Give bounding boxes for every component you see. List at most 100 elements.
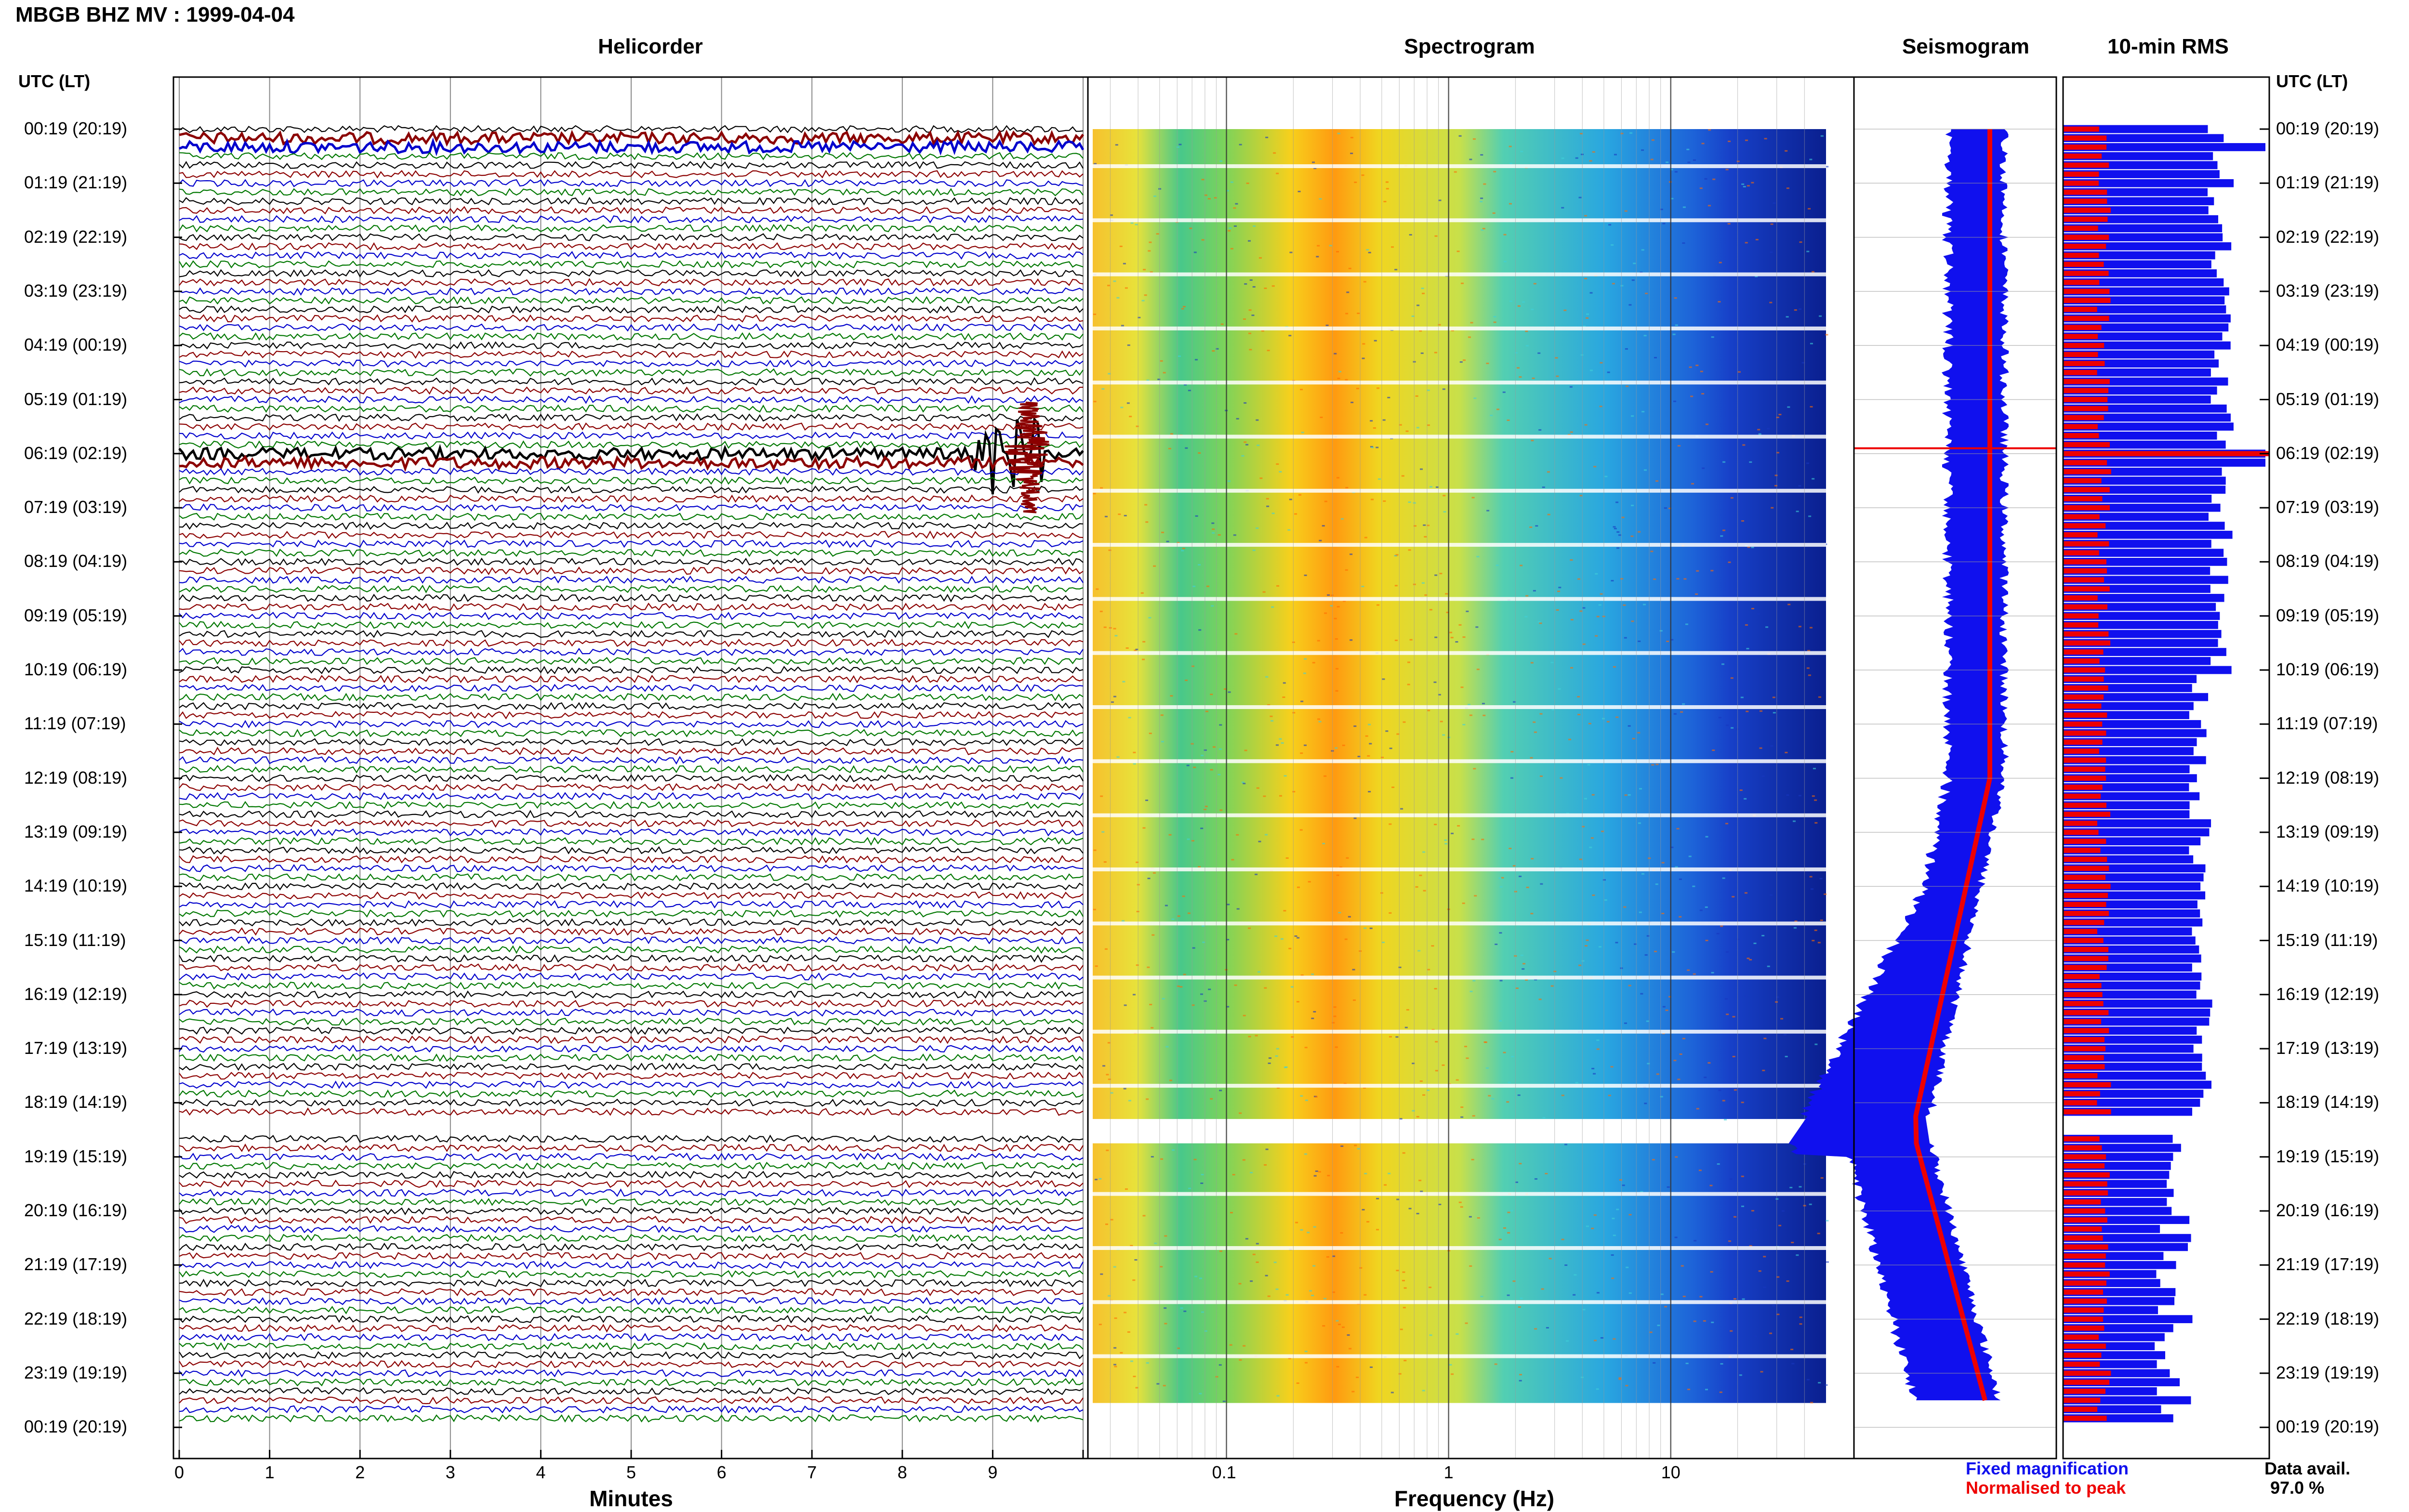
- spectrogram-speckle: [1271, 720, 1274, 722]
- spectrogram-speckle: [1093, 908, 1096, 910]
- spectrogram-speckle: [1757, 429, 1760, 431]
- helicorder-trace: [179, 999, 1084, 1008]
- spectrogram-speckle: [1140, 592, 1144, 594]
- spectrogram-speckle: [1640, 993, 1643, 995]
- spectrogram-speckle: [1220, 323, 1224, 325]
- spectrogram-speckle: [1151, 1027, 1154, 1029]
- spectrogram-speckle: [1655, 763, 1659, 765]
- time-label-right: 23:19 (19:19): [2276, 1362, 2380, 1382]
- spectrogram-speckle: [1556, 375, 1559, 377]
- spectrogram-speckle: [1153, 565, 1156, 567]
- helicorder-trace: [179, 1405, 1084, 1414]
- spectrogram-speckle: [1163, 1385, 1166, 1387]
- spectrogram-speckle: [1786, 1280, 1789, 1282]
- spectrogram-speckle: [1472, 138, 1476, 140]
- rms-bar-normalised: [2063, 271, 2109, 276]
- spectrogram-speckle: [1763, 1286, 1766, 1288]
- spectrogram-speckle: [1631, 415, 1634, 417]
- helicorder-trace: [179, 1188, 1084, 1197]
- spectrogram-speckle: [1224, 688, 1227, 690]
- spectrogram-speckle: [1201, 925, 1204, 927]
- rms-bar-normalised: [2063, 126, 2099, 132]
- spectrogram-speckle: [1718, 1090, 1721, 1091]
- spectrogram-speckle: [1770, 251, 1773, 253]
- helicorder-trace: [179, 1071, 1084, 1080]
- spectrogram-speckle: [1304, 1351, 1308, 1353]
- spectrogram-speckle: [1457, 825, 1460, 827]
- spectrogram-speckle: [1495, 943, 1498, 945]
- spectrogram-speckle: [1391, 786, 1395, 788]
- spectrogram-speckle: [1100, 1273, 1103, 1275]
- spectrogram-speckle: [1510, 777, 1513, 779]
- spectrogram-speckle: [1146, 1098, 1149, 1100]
- rms-bar-normalised: [2063, 1163, 2105, 1169]
- spectrogram-speckle: [1104, 948, 1108, 950]
- spectrogram-speckle: [1356, 1377, 1359, 1379]
- spectrogram-speckle: [1389, 912, 1392, 914]
- spectrogram-speckle: [1113, 696, 1116, 697]
- spectrogram-speckle: [1211, 522, 1215, 524]
- spectrogram-speckle: [1493, 321, 1496, 323]
- spectrogram-speckle: [1533, 283, 1536, 285]
- spectrogram-speckle: [1257, 445, 1260, 447]
- spectrogram-speckle: [1296, 1001, 1299, 1003]
- spectrogram-speckle: [1106, 1149, 1109, 1151]
- spectrogram-speckle: [1176, 146, 1179, 148]
- spectrogram-speckle: [1125, 647, 1129, 649]
- spectrogram-speckle: [1317, 718, 1321, 720]
- rms-bar-normalised: [2063, 920, 2105, 925]
- spectrogram-speckle: [1579, 610, 1583, 612]
- spectrogram-speckle: [1219, 1250, 1222, 1252]
- spectrogram-speckle: [1154, 1242, 1157, 1244]
- spectrogram-speckle: [1520, 565, 1523, 566]
- spectrogram-speckle: [1468, 336, 1471, 338]
- time-label-right: 20:19 (16:19): [2276, 1200, 2380, 1220]
- spectrogram-speckle: [1252, 286, 1256, 288]
- rms-bar-fixed: [2063, 1099, 2200, 1107]
- spectrogram-speckle: [1818, 1382, 1821, 1384]
- spectrogram-speckle: [1668, 996, 1672, 998]
- spectrogram-speckle: [1143, 269, 1146, 271]
- rms-bar-fixed: [2063, 819, 2211, 828]
- spectrogram-speckle: [1761, 775, 1765, 777]
- spectrogram-speckle: [1434, 988, 1437, 990]
- spectrogram-speckle: [1119, 245, 1123, 247]
- spectrogram-speckle: [1125, 287, 1128, 289]
- spectrogram-speckle: [1189, 227, 1192, 229]
- spectrogram-speckle: [1416, 304, 1420, 306]
- spectrogram-speckle: [1336, 668, 1339, 670]
- spectrogram-speckle: [1244, 441, 1247, 443]
- spectrogram-speckle: [1621, 516, 1625, 518]
- spectrogram-speckle: [1210, 694, 1213, 696]
- spectrogram-speckle: [1403, 1287, 1407, 1289]
- rms-bar-normalised: [2063, 622, 2099, 628]
- spectrogram-speckle: [1741, 183, 1745, 185]
- spectrogram-speckle: [1124, 1004, 1127, 1006]
- spectrogram-speckle: [1150, 271, 1153, 273]
- spectrogram-speckle: [1438, 1204, 1442, 1206]
- spectrogram-speckle: [1462, 723, 1466, 725]
- helicorder-trace: [179, 197, 1084, 206]
- helicorder-trace: [179, 503, 1084, 512]
- time-label-right: 21:19 (17:19): [2276, 1254, 2380, 1275]
- rms-bar-normalised: [2063, 1298, 2107, 1304]
- rms-bar-normalised: [2063, 397, 2108, 402]
- rms-bar-normalised: [2063, 216, 2108, 222]
- spectrogram-speckle: [1408, 1208, 1412, 1210]
- spectrogram-speckle: [1122, 681, 1125, 683]
- spectrogram-speckle: [1591, 1227, 1594, 1229]
- spectrogram-speckle: [1370, 420, 1373, 422]
- spectrogram-speckle: [1731, 727, 1734, 729]
- spectrogram-speckle: [1336, 1320, 1339, 1322]
- spectrogram-speckle: [1226, 939, 1230, 941]
- spectrogram-speckle: [1307, 1232, 1310, 1234]
- spectrogram-speckle: [1747, 185, 1750, 187]
- spectrogram-speckle: [1113, 1347, 1117, 1349]
- spectrogram-speckle: [1389, 1036, 1392, 1038]
- spectrogram-speckle: [1660, 209, 1663, 210]
- rms-bar-normalised: [2063, 1262, 2105, 1268]
- spectrogram-speckle: [1494, 1363, 1497, 1365]
- spectrogram-speckle: [1268, 1062, 1271, 1064]
- spectrogram-speckle: [1631, 279, 1635, 281]
- spectrogram-speckle: [1785, 751, 1788, 753]
